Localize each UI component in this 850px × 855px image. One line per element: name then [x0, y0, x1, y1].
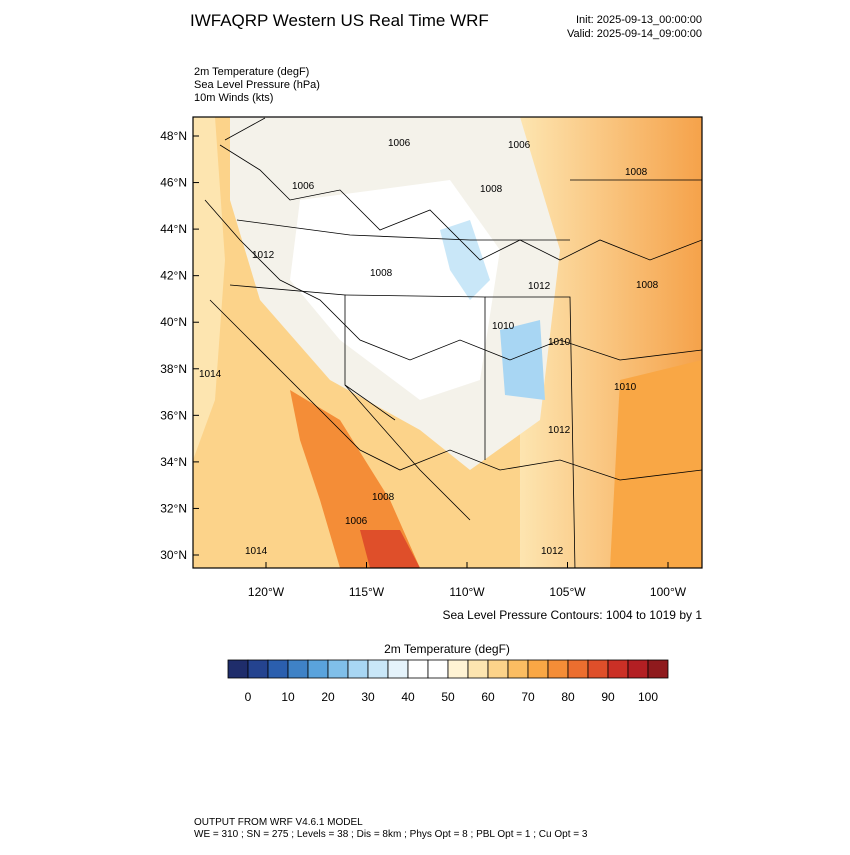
colorbar: 0 10 20 30 40 50 60 70 80 90 100 [227, 659, 669, 704]
pressure-labels: 1006 1006 1008 1006 1008 1012 1008 1014 … [199, 138, 659, 557]
colorbar-box [547, 659, 569, 679]
colorbar-tick-label: 80 [561, 690, 575, 704]
colorbar-box [287, 659, 309, 679]
colorbar-box [627, 659, 649, 679]
lat-tick-label: 40°N [160, 315, 187, 329]
lat-tick-label: 48°N [160, 129, 187, 143]
pressure-label: 1006 [388, 138, 411, 149]
lon-tick-label: 110°W [449, 585, 485, 599]
colorbar-box [367, 659, 389, 679]
field-label: Sea Level Pressure (hPa) [194, 79, 320, 91]
footer-line: WE = 310 ; SN = 275 ; Levels = 38 ; Dis … [194, 829, 588, 840]
title: IWFAQRP Western US Real Time WRF [190, 11, 489, 30]
valid-time: Valid: 2025-09-14_09:00:00 [567, 28, 702, 40]
lat-tick-label: 32°N [160, 501, 187, 515]
pressure-label: 1006 [345, 516, 368, 527]
colorbar-box [587, 659, 609, 679]
pressure-label: 1008 [372, 492, 395, 503]
pressure-label: 1012 [541, 546, 564, 557]
pressure-label: 1012 [252, 250, 275, 261]
contour-note: Sea Level Pressure Contours: 1004 to 101… [443, 608, 703, 622]
lon-tick-label: 115°W [349, 585, 385, 599]
pressure-label: 1008 [625, 167, 648, 178]
colorbar-tick-label: 40 [401, 690, 415, 704]
pressure-label: 1012 [528, 281, 551, 292]
colorbar-title: 2m Temperature (degF) [384, 642, 510, 656]
colorbar-tick-label: 70 [521, 690, 535, 704]
colorbar-box [387, 659, 409, 679]
colorbar-tick-label: 0 [245, 690, 252, 704]
pressure-label: 1010 [548, 337, 571, 348]
colorbar-box [527, 659, 549, 679]
pressure-label: 1014 [245, 546, 268, 557]
pressure-label: 1014 [199, 369, 222, 380]
colorbar-box [647, 659, 669, 679]
colorbar-box [327, 659, 349, 679]
colorbar-tick-label: 90 [601, 690, 615, 704]
colorbar-box [427, 659, 449, 679]
colorbar-box [227, 659, 249, 679]
colorbar-box [487, 659, 509, 679]
init-time: Init: 2025-09-13_00:00:00 [576, 14, 702, 26]
colorbar-box [467, 659, 489, 679]
footer-line: OUTPUT FROM WRF V4.6.1 MODEL [194, 817, 363, 828]
lat-tick-label: 46°N [160, 176, 187, 190]
lat-tick-label: 36°N [160, 408, 187, 422]
colorbar-box [447, 659, 469, 679]
colorbar-box [307, 659, 329, 679]
colorbar-box [247, 659, 269, 679]
lon-axis: 120°W 115°W 110°W 105°W 100°W [248, 562, 687, 599]
colorbar-tick-label: 100 [638, 690, 658, 704]
lat-tick-label: 42°N [160, 269, 187, 283]
colorbar-tick-label: 50 [441, 690, 455, 704]
colorbar-tick-label: 30 [361, 690, 375, 704]
lon-tick-label: 100°W [650, 585, 687, 599]
pressure-label: 1008 [480, 184, 503, 195]
map-field [193, 117, 702, 568]
colorbar-box [507, 659, 529, 679]
field-label: 2m Temperature (degF) [194, 66, 309, 78]
lat-axis: 48°N 46°N 44°N 42°N 40°N 38°N 36°N 34°N 32°N 30°N [160, 129, 199, 562]
pressure-label: 1006 [292, 181, 315, 192]
colorbar-tick-label: 10 [281, 690, 295, 704]
lat-tick-label: 38°N [160, 362, 187, 376]
pressure-label: 1008 [636, 280, 659, 291]
colorbar-box [607, 659, 629, 679]
colorbar-box [347, 659, 369, 679]
pressure-label: 1010 [614, 382, 637, 393]
pressure-label: 1006 [508, 140, 531, 151]
map-frame [192, 116, 703, 569]
lat-tick-label: 34°N [160, 455, 187, 469]
colorbar-box [567, 659, 589, 679]
lat-tick-label: 30°N [160, 548, 187, 562]
pressure-label: 1010 [492, 321, 515, 332]
lat-tick-label: 44°N [160, 222, 187, 236]
colorbar-tick-label: 20 [321, 690, 335, 704]
lon-tick-label: 105°W [549, 585, 586, 599]
colorbar-box [267, 659, 289, 679]
colorbar-tick-label: 60 [481, 690, 495, 704]
pressure-label: 1012 [548, 425, 571, 436]
field-label: 10m Winds (kts) [194, 92, 273, 104]
pressure-label: 1008 [370, 268, 393, 279]
colorbar-box [407, 659, 429, 679]
lon-tick-label: 120°W [248, 585, 285, 599]
